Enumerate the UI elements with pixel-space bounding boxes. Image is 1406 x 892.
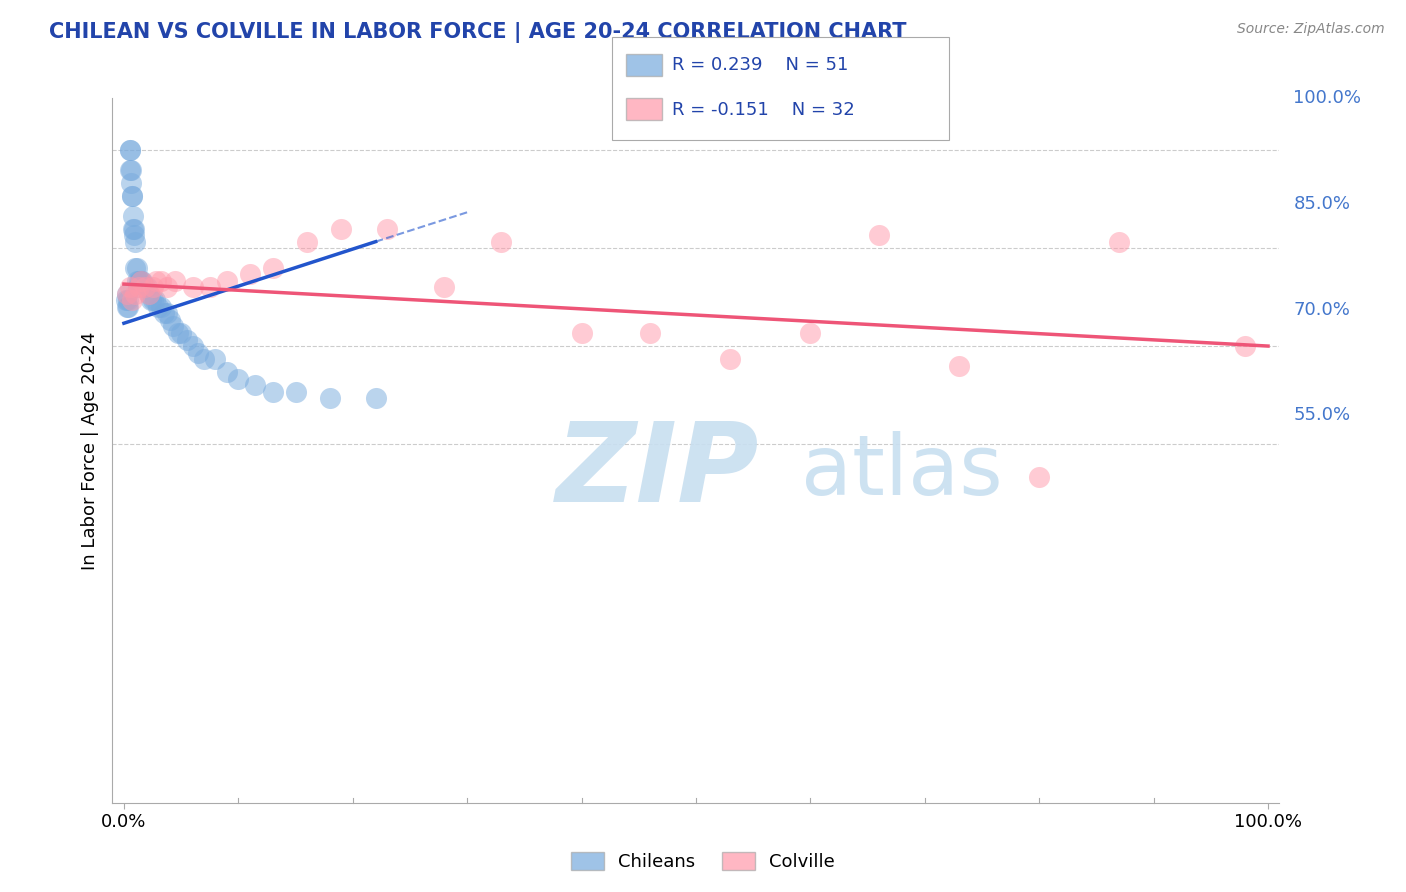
Point [121,293,143,308]
Point [176,333,198,347]
Text: R = 0.239    N = 51: R = 0.239 N = 51 [672,56,848,74]
Point [262,260,284,275]
Point [129,274,152,288]
Point [143,293,166,308]
Point [166,326,188,340]
Point [118,144,141,158]
Point [187,345,209,359]
Point [153,306,176,320]
Text: 100.0%: 100.0% [1294,89,1361,107]
Point [718,352,741,367]
Text: 55.0%: 55.0% [1294,406,1351,425]
Point [117,300,139,314]
Point [638,326,661,340]
Point [284,384,307,399]
Text: 70.0%: 70.0% [1294,301,1350,318]
Point [127,280,149,294]
Point [193,352,215,367]
Point [124,260,146,275]
Legend: Chileans, Colville: Chileans, Colville [564,846,842,879]
Point [204,352,226,367]
Point [159,313,181,327]
Point [120,162,142,177]
Point [121,189,143,203]
Point [149,274,172,288]
Point [245,378,267,392]
Point [295,235,318,249]
Point [799,326,821,340]
Point [118,162,141,177]
Y-axis label: In Labor Force | Age 20-24: In Labor Force | Age 20-24 [80,331,98,570]
Point [117,300,139,314]
Point [239,268,262,282]
Point [138,286,160,301]
Point [948,359,970,373]
Point [228,372,250,386]
Point [125,274,148,288]
Point [1234,339,1257,353]
Point [141,293,163,308]
Point [145,274,167,288]
Point [117,286,139,301]
Text: Source: ZipAtlas.com: Source: ZipAtlas.com [1237,22,1385,37]
Point [262,384,284,399]
Point [135,280,157,294]
Point [181,280,204,294]
Point [181,339,204,353]
Point [118,280,141,294]
Point [134,280,156,294]
Point [129,274,152,288]
Point [156,280,179,294]
Point [124,286,146,301]
Point [1108,235,1130,249]
Point [170,326,193,340]
Point [156,306,179,320]
Point [148,300,170,314]
Text: ZIP: ZIP [555,418,759,525]
Point [122,228,145,243]
Point [121,189,143,203]
Point [330,221,353,235]
Point [868,228,890,243]
Point [165,274,187,288]
Point [122,209,145,223]
Point [125,260,148,275]
Point [128,274,150,288]
Point [375,221,398,235]
Text: CHILEAN VS COLVILLE IN LABOR FORCE | AGE 20-24 CORRELATION CHART: CHILEAN VS COLVILLE IN LABOR FORCE | AGE… [49,22,907,44]
Point [129,274,152,288]
Point [433,280,456,294]
Point [1028,469,1050,483]
Point [198,280,221,294]
Point [134,280,156,294]
Point [124,235,146,249]
Point [117,293,139,308]
Point [138,286,160,301]
Point [215,274,238,288]
Point [128,280,150,294]
Point [122,221,145,235]
Point [491,235,513,249]
Point [215,365,238,379]
Point [319,391,342,405]
Point [115,293,138,308]
Point [149,300,172,314]
Point [364,391,387,405]
Point [162,319,184,334]
Text: R = -0.151    N = 32: R = -0.151 N = 32 [672,101,855,119]
Point [131,274,153,288]
Text: atlas: atlas [801,431,1002,512]
Point [120,176,142,190]
Text: 85.0%: 85.0% [1294,194,1351,213]
Point [122,221,145,235]
Point [117,286,139,301]
Point [118,144,141,158]
Point [141,293,163,308]
Point [141,280,163,294]
Point [571,326,593,340]
